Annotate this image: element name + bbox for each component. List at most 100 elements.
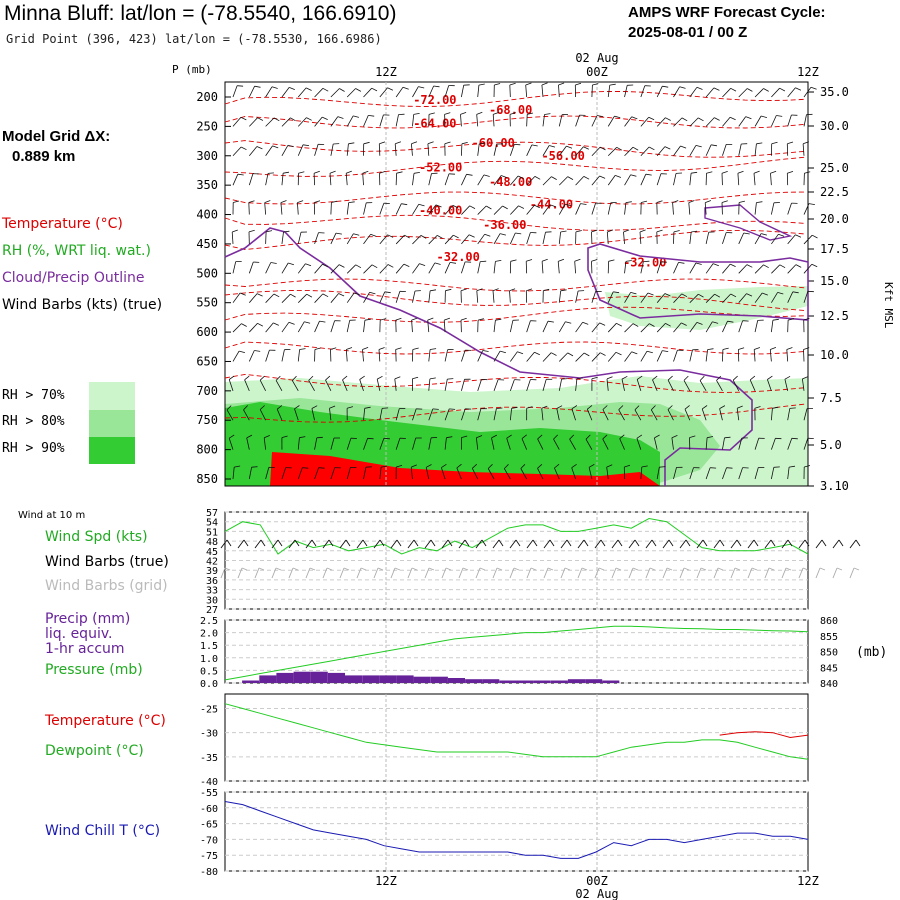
wind-barb xyxy=(771,233,779,245)
wind-barb-feather xyxy=(346,347,353,350)
wind-barb-grid-feather xyxy=(241,567,248,571)
wind-barb-grid-feather xyxy=(530,567,537,571)
wind-barb-feather xyxy=(367,437,374,440)
wind-barb xyxy=(363,264,373,274)
wind-barb-feather xyxy=(259,375,265,381)
wind-barb xyxy=(509,144,515,156)
forecast-cycle: AMPS WRF Forecast Cycle: 2025-08-01 / 00… xyxy=(628,3,826,43)
wind-barb xyxy=(621,379,625,391)
wind-barb-feather xyxy=(346,170,352,174)
wind-barb xyxy=(656,350,663,362)
wind-barb xyxy=(308,380,315,392)
wind-barb-true xyxy=(492,539,500,549)
wind-barb-feather xyxy=(302,144,310,146)
wind-barb xyxy=(411,143,413,156)
wind-barb xyxy=(265,322,274,333)
wind-barb-feather xyxy=(355,88,362,92)
wind-barb-grid xyxy=(254,567,260,579)
wind-barb xyxy=(754,143,757,156)
wind-barb xyxy=(249,146,258,157)
wind-barb-feather xyxy=(264,435,270,439)
wind-barb xyxy=(461,205,470,215)
wind-barb xyxy=(673,173,677,186)
wind-barb xyxy=(541,408,544,421)
wind-barb-feather xyxy=(339,88,345,92)
wind-barb-feather xyxy=(619,434,625,439)
wind-barb-true-feather xyxy=(583,539,589,547)
wind-barb xyxy=(249,293,258,303)
pressure-tick-label: 250 xyxy=(196,119,218,133)
wind-barb xyxy=(428,85,434,98)
wind-barb-feather xyxy=(636,434,643,439)
wind-barb-true xyxy=(628,539,636,549)
wind-barb xyxy=(654,437,658,450)
wind-barb xyxy=(363,234,371,245)
precip-tick-label: 2.0 xyxy=(200,629,218,640)
wind-barb-true-feather xyxy=(617,539,623,547)
wind-barb-true-feather xyxy=(838,539,844,547)
wind-barb xyxy=(803,408,808,421)
wind-barb xyxy=(244,379,250,392)
dewpoint-line xyxy=(224,703,809,760)
wind-barb xyxy=(493,379,499,391)
wind-barb-feather xyxy=(795,234,802,238)
wind-barb xyxy=(558,290,562,303)
wind-barb-grid xyxy=(322,567,328,579)
grid-value: 0.889 km xyxy=(12,148,76,165)
wind-barb-grid-feather xyxy=(666,567,673,571)
wind-barb xyxy=(636,379,642,391)
wind-barb xyxy=(265,262,272,274)
wind-barb xyxy=(607,291,614,303)
wind-barb-grid xyxy=(288,567,294,579)
wind-barb-feather xyxy=(460,288,467,292)
wind-barb xyxy=(607,323,617,333)
wind-barb-grid xyxy=(560,567,566,579)
wind-barb-feather xyxy=(413,113,420,115)
wind-barb-feather xyxy=(241,323,247,327)
wind-barb-grid-feather xyxy=(326,567,333,571)
wind-barb xyxy=(461,408,466,421)
wind-speed-tick-label: 48 xyxy=(206,537,218,548)
wind-barb xyxy=(526,379,531,391)
windchill-line xyxy=(224,801,809,859)
wind-barb xyxy=(329,408,332,421)
wind-barb xyxy=(624,351,632,362)
precip-bar xyxy=(345,675,363,683)
precip-tick-label: 1.5 xyxy=(200,641,218,652)
wind-barb-feather xyxy=(525,82,532,86)
wind-barb-feather xyxy=(630,292,637,295)
wind-barb-feather xyxy=(698,117,704,122)
wind-barb-feather xyxy=(616,322,622,327)
wind-barb-feather xyxy=(395,141,402,145)
wind-barb xyxy=(461,85,465,98)
precip-tick-label: 2.5 xyxy=(200,616,218,627)
wind-barb-true xyxy=(441,539,449,549)
wind-barb-feather xyxy=(330,347,337,350)
wind-barb xyxy=(738,437,743,450)
precip-bar xyxy=(447,678,465,683)
wind-barb-feather xyxy=(746,293,753,297)
wind-barb-true xyxy=(798,539,806,549)
wind-barb xyxy=(640,466,643,480)
wind-barb-feather xyxy=(656,200,663,203)
wind-barb-feather xyxy=(565,203,572,207)
wind-barb-feather xyxy=(606,376,613,380)
wind-barb-feather xyxy=(575,82,582,86)
wind-barb xyxy=(542,232,546,245)
wind-barb-feather xyxy=(707,348,714,350)
wind-barb xyxy=(379,264,389,274)
wind-barb xyxy=(606,467,609,480)
wind-barb xyxy=(275,380,283,392)
wind-barb-feather xyxy=(696,322,703,325)
wind-barb-feather xyxy=(541,82,548,86)
wind-barb xyxy=(754,115,762,127)
wind-barb xyxy=(346,115,354,127)
wind-barb-true-feather xyxy=(736,539,742,547)
legend-swatch-rh70 xyxy=(89,382,135,410)
wind-barb xyxy=(265,467,270,480)
wind-barb xyxy=(787,114,792,127)
wind-barb xyxy=(656,261,662,274)
wind-barb-feather xyxy=(518,205,525,209)
wind-barb-feather xyxy=(614,115,621,119)
wind-barb-feather xyxy=(591,229,598,233)
